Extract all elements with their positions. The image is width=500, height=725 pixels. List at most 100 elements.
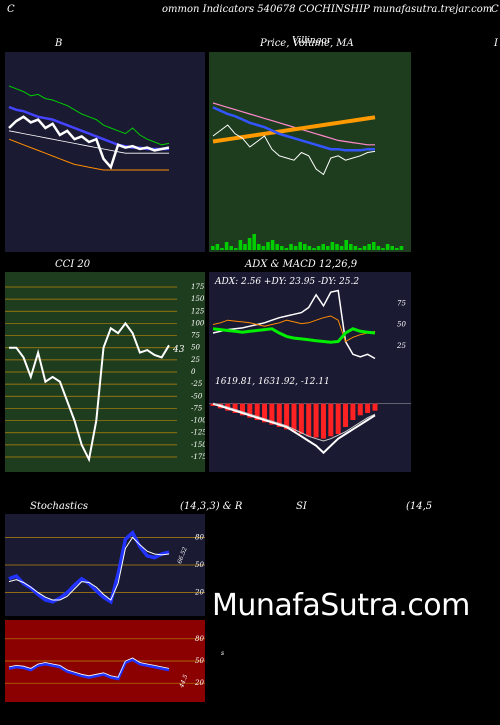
volume-bar [395, 248, 399, 250]
volume-bar [266, 242, 270, 250]
adx-tick-label: 75 [397, 299, 406, 307]
macd-histogram-bar [276, 403, 282, 427]
price-line [212, 124, 376, 176]
bollinger-chart [5, 52, 205, 252]
adx-line [212, 327, 376, 344]
price-chart [209, 52, 411, 252]
rsi-tick-label: 80 [195, 635, 204, 643]
stoch-d-line [8, 536, 170, 601]
right-edge-marker: I [494, 38, 498, 49]
volume-bar [362, 246, 367, 250]
macd-histogram-bar [247, 403, 253, 418]
rsi-title: SI [296, 501, 307, 512]
stoch-tick-label: 50 [195, 561, 204, 569]
cci-tick-label: 175 [191, 283, 205, 291]
watermark: MunafaSutra.com [212, 588, 470, 623]
price-title: Price, Volume, MA [260, 38, 354, 49]
header-right: C [491, 4, 499, 15]
volume-bar [257, 244, 261, 250]
adx-tick-label: 25 [396, 342, 406, 350]
rsi-chart: 80 50 20 44.5 [5, 620, 205, 702]
macd-histogram-bar [269, 403, 275, 425]
header-left: C [7, 4, 15, 15]
macd-histogram-bar [306, 403, 312, 437]
cci-tick-label: -25 [191, 380, 203, 388]
volume-bar [326, 246, 330, 250]
cci-tick-label: -100 [191, 417, 205, 425]
bb-upper-line [8, 85, 170, 146]
volume-bar [238, 240, 243, 250]
volume-bar [344, 240, 348, 250]
header-title: ommon Indicators 540678 COCHINSHIP munaf… [162, 4, 493, 15]
macd-histogram-bar [313, 403, 319, 438]
volume-bar [321, 244, 325, 250]
rsi-line-white [8, 657, 170, 678]
volume-bar [399, 246, 404, 250]
cci-tick-label: 25 [190, 356, 200, 364]
macd-histogram-bar [262, 403, 268, 423]
volume-bar [261, 246, 266, 250]
volume-bar [367, 244, 371, 250]
volume-bar [234, 248, 238, 250]
macd-chart: 1619.81, 1631.92, -12.11 [209, 372, 411, 472]
bb-lower-line [8, 138, 169, 171]
volume-bar [353, 246, 358, 250]
adx-plus-di-line [212, 315, 376, 343]
macd-histogram-bar [284, 403, 290, 430]
small-marker: s [221, 650, 225, 657]
cci-tick-label: 100 [191, 319, 205, 327]
rsi-params: (14,5 [406, 501, 433, 512]
cci-tick-label: 75 [191, 332, 200, 340]
volume-bar [390, 246, 394, 250]
volume-bar [284, 248, 289, 250]
volume-bar [307, 246, 312, 250]
cci-tick-label: 125 [191, 307, 205, 315]
cci-tick-label: -150 [191, 441, 205, 449]
macd-line [212, 402, 376, 455]
adx-values: ADX: 2.56 +DY: 23.95 -DY: 25.2 [214, 277, 359, 287]
volume-bar [330, 242, 335, 250]
volume-bar [280, 246, 284, 250]
volume-bar [335, 244, 339, 250]
stoch-k-line [8, 530, 170, 605]
volume-bar [252, 234, 256, 250]
macd-histogram-bar [298, 403, 304, 434]
macd-histogram-bar [372, 403, 378, 411]
volume-bar [358, 248, 362, 250]
volume-bar [316, 246, 321, 250]
volume-bar [220, 248, 224, 250]
rsi-value-label: 44.5 [178, 674, 190, 690]
bb-title: B [55, 38, 63, 49]
price-background [209, 52, 411, 252]
cci-line [9, 321, 170, 463]
adx-minus-di-line [212, 289, 376, 360]
cci-tick-label: -125 [191, 429, 205, 437]
volume-bar [224, 242, 229, 250]
cci-value-label: 43 [172, 345, 185, 355]
cci-tick-label: 0 [191, 368, 196, 376]
volume-bar [349, 244, 353, 250]
cci-tick-label: 50 [191, 344, 200, 352]
price-title-overlay: Villingor [292, 36, 332, 46]
macd-histogram-bar [254, 403, 260, 420]
volume-bar [211, 246, 215, 250]
volume-bar [303, 244, 307, 250]
volume-bar [243, 244, 247, 250]
bollinger-background [5, 52, 205, 252]
macd-histogram-bar [350, 403, 356, 420]
macd-signal-line [212, 403, 376, 442]
macd-histogram-bar [365, 403, 371, 413]
volume-bar [289, 244, 293, 250]
rsi-tick-label: 50 [195, 657, 204, 665]
cci-tick-label: -175 [191, 453, 205, 461]
macd-histogram-bar [328, 403, 334, 437]
adx-tick-label: 50 [397, 321, 406, 329]
rsi-line-blue [8, 657, 170, 681]
volume-bar [229, 246, 233, 250]
macd-histogram-bar [335, 403, 341, 434]
cci-tick-label: -50 [191, 392, 203, 400]
macd-values: 1619.81, 1631.92, -12.11 [215, 377, 330, 387]
cci-title: CCI 20 [55, 259, 91, 270]
volume-bar [270, 240, 275, 250]
